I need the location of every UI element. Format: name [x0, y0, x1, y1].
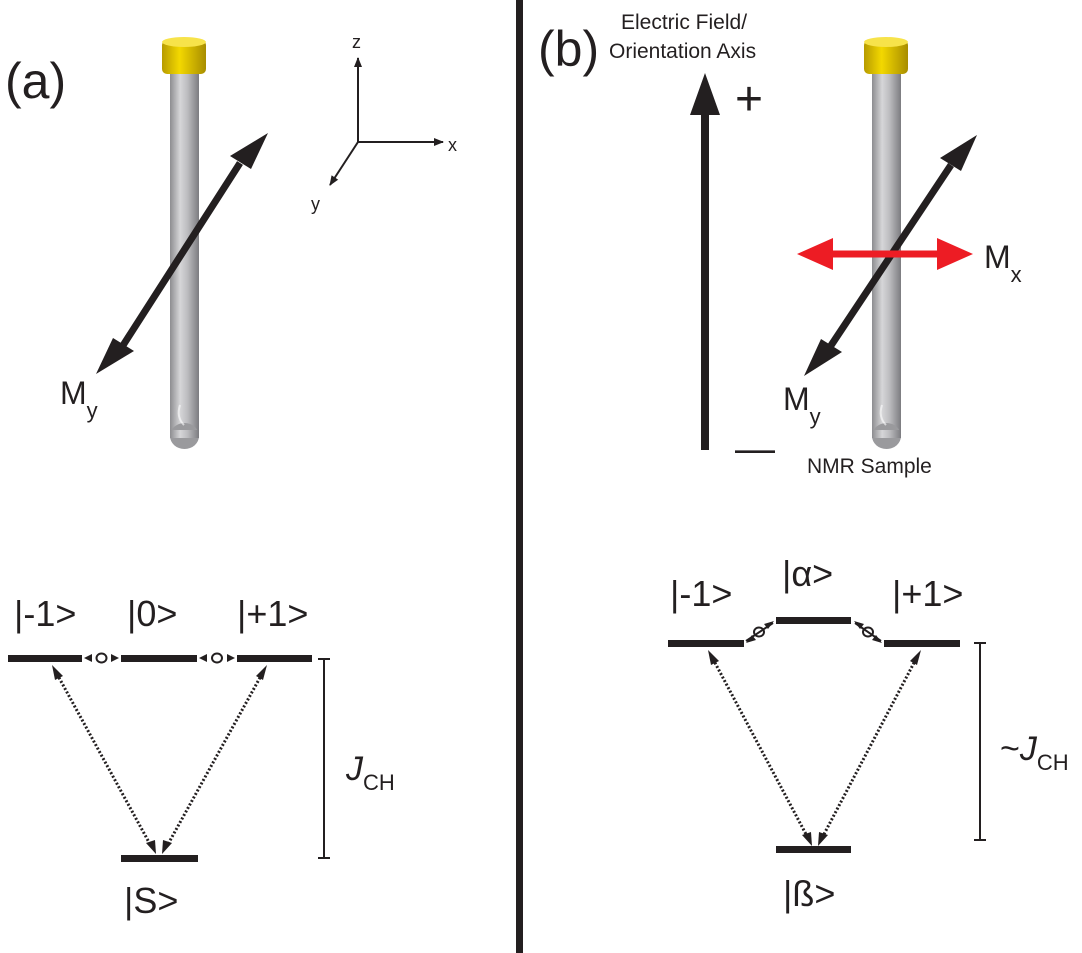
level-S	[121, 855, 198, 862]
moment-label-y-a: My	[60, 375, 98, 423]
level-beta	[776, 846, 851, 853]
tube-cap-b	[864, 37, 908, 74]
level-couplers-b	[745, 621, 882, 643]
energy-levels-a	[8, 655, 312, 862]
level-plus1-a	[237, 655, 312, 662]
axis-label-y: y	[311, 194, 320, 214]
field-label-line2: Orientation Axis	[609, 40, 756, 63]
moment-label-x-b: Mx	[984, 239, 1022, 287]
panel-b: (b) Electric Field/ Orientation Axis + —	[538, 11, 1069, 914]
panel-b-label: (b)	[538, 21, 599, 77]
state-label-S: |S>	[124, 880, 178, 921]
state-label-0-a: |0>	[127, 593, 177, 634]
coupling-bracket-b	[974, 642, 986, 841]
level-minus1-a	[8, 655, 82, 662]
state-label-plus1-a: |+1>	[237, 593, 308, 634]
coupling-label-b: ~JCH	[1000, 730, 1069, 775]
panel-divider	[516, 0, 523, 953]
moment-arrow-x-b	[797, 238, 973, 270]
transition-arrowheads-b	[708, 650, 921, 846]
coupling-label-a: JCH	[345, 750, 395, 795]
nmr-tube-a	[170, 68, 199, 449]
nmr-sample-label: NMR Sample	[807, 455, 932, 478]
axis-label-x: x	[448, 135, 457, 155]
coupling-bracket-a	[318, 658, 330, 859]
axis-label-z: z	[352, 32, 361, 52]
field-label-line1: Electric Field/	[621, 11, 747, 34]
level-couplers-a	[84, 652, 235, 664]
state-label-beta: |ß>	[783, 873, 835, 914]
transitions-b	[711, 658, 918, 839]
panel-a: (a) My z x y	[5, 32, 457, 921]
state-label-minus1-b: |-1>	[670, 573, 732, 614]
energy-levels-b	[668, 617, 960, 853]
transition-arrowheads-a	[52, 665, 267, 854]
state-label-minus1-a: |-1>	[14, 593, 76, 634]
state-label-plus1-b: |+1>	[892, 573, 963, 614]
state-label-alpha: |α>	[782, 553, 833, 594]
field-minus-sign: —	[735, 427, 775, 471]
level-plus1-b	[884, 640, 960, 647]
moment-arrow-y-a	[96, 133, 268, 374]
coordinate-axes	[329, 57, 444, 186]
moment-label-y-b: My	[783, 381, 821, 429]
level-alpha	[776, 617, 851, 624]
level-minus1-b	[668, 640, 744, 647]
transitions-a	[55, 673, 264, 847]
panel-a-label: (a)	[5, 53, 66, 109]
level-0-a	[121, 655, 197, 662]
tube-cap-a	[162, 37, 206, 74]
electric-field-arrow	[690, 73, 720, 450]
field-plus-sign: +	[735, 73, 763, 126]
